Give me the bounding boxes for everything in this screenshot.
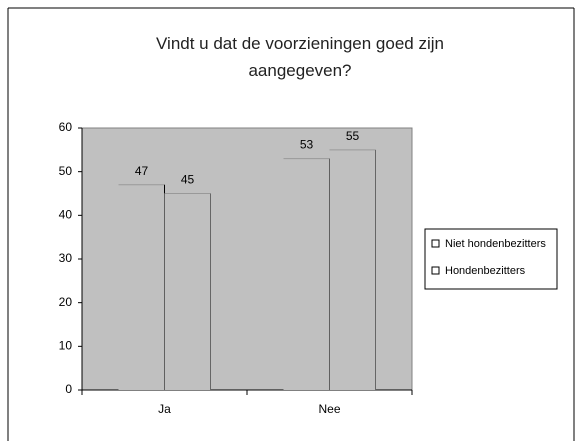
chart-title: Vindt u dat de voorzieningen goed zijn a… [156, 34, 444, 80]
data-label: 45 [181, 173, 195, 187]
bar [329, 149, 376, 390]
bar [283, 158, 330, 390]
legend-box [424, 228, 558, 290]
data-label: 55 [346, 129, 360, 143]
bar-fill [118, 184, 165, 390]
bar-fill [329, 149, 376, 390]
y-tick-label: 30 [59, 251, 73, 265]
y-tick-label: 10 [59, 339, 73, 353]
y-tick-label: 0 [65, 382, 72, 396]
y-tick-label: 50 [59, 164, 73, 178]
data-label: 47 [135, 164, 149, 178]
bar-fill [164, 193, 211, 390]
data-label: 53 [300, 138, 314, 152]
legend-swatch [431, 266, 440, 275]
legend-label: Niet hondenbezitters [445, 238, 546, 250]
y-tick-label: 20 [59, 295, 73, 309]
legend-swatch [431, 239, 440, 248]
x-tick-label: Ja [158, 402, 171, 416]
bar-fill [283, 158, 330, 390]
y-tick-label: 60 [59, 120, 73, 134]
y-tick-label: 40 [59, 208, 73, 222]
legend-label: Hondenbezitters [445, 265, 526, 277]
bar [118, 184, 165, 390]
bar [164, 193, 211, 390]
x-tick-label: Nee [318, 402, 340, 416]
